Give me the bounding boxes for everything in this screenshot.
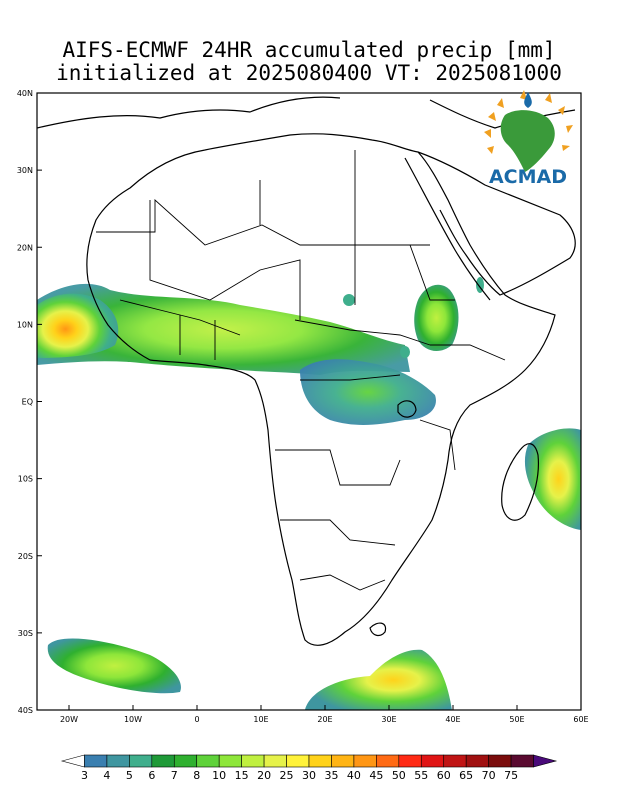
lat-tick-label: 30S: [18, 629, 33, 638]
colorbar-label: 30: [302, 769, 316, 782]
colorbar-swatch: [488, 754, 512, 768]
logo-sun-rays-icon: [484, 90, 573, 154]
colorbar-label: 15: [235, 769, 249, 782]
lon-tick-label: 10E: [253, 715, 268, 724]
colorbar-swatch: [331, 754, 355, 768]
colorbar-label: 20: [257, 769, 271, 782]
colorbar-label: 40: [347, 769, 361, 782]
colorbar-swatch: [263, 754, 287, 768]
colorbar-label: 55: [414, 769, 428, 782]
map-axes: 20W 10W 0 10E 20E 30E 40E 50E 60E 40N 30N 20N 10N EQ 1…: [17, 89, 589, 724]
colorbar-swatch: [196, 754, 220, 768]
colorbar-label: 5: [126, 769, 133, 782]
colorbar-swatch: [353, 754, 377, 768]
colorbar-swatch: [241, 754, 265, 768]
lon-tick-label: 50E: [509, 715, 524, 724]
colorbar-label: 65: [459, 769, 473, 782]
lat-tick-label: 30N: [17, 166, 33, 175]
colorbar-label: 10: [212, 769, 226, 782]
lat-tick-label: EQ: [22, 398, 33, 407]
logo-africa-icon: [500, 110, 555, 172]
colorbar-swatch: [218, 754, 242, 768]
colorbar-label: 75: [504, 769, 518, 782]
colorbar-swatch: [84, 754, 108, 768]
colorbar-swatch: [60, 754, 85, 768]
lon-tick-label: 10W: [124, 715, 142, 724]
lat-tick-label: 40N: [17, 89, 33, 98]
colorbar-swatch: [443, 754, 467, 768]
lat-tick-label: 20S: [18, 552, 33, 561]
colorbar-label: 8: [193, 769, 200, 782]
map-title-line2: initialized at 2025080400 VT: 2025081000: [56, 61, 562, 85]
colorbar-label: 70: [482, 769, 496, 782]
precip-congo: [300, 359, 436, 425]
precip-cell: [343, 294, 355, 306]
colorbar-label: 50: [392, 769, 406, 782]
logo-text: ACMAD: [489, 166, 567, 188]
logo-drop-icon: [524, 92, 532, 108]
colorbar-swatch: [106, 754, 130, 768]
map-title-line1: AIFS-ECMWF 24HR accumulated precip [mm]: [62, 38, 556, 62]
colorbar-label: 45: [369, 769, 383, 782]
precip-indian-ocean: [524, 428, 581, 530]
colorbar-swatch: [308, 754, 332, 768]
colorbar-swatch: [398, 754, 422, 768]
colorbar-swatch: [420, 754, 445, 768]
lon-tick-label: 20W: [60, 715, 78, 724]
precip-south-atlantic: [47, 638, 181, 694]
colorbar-swatch: [129, 754, 153, 768]
lat-tick-label: 10S: [18, 475, 33, 484]
precip-max-guinea: [37, 293, 119, 358]
colorbar-label: 4: [103, 769, 110, 782]
lat-tick-label: 40S: [18, 706, 33, 715]
lat-tick-label: 10N: [17, 320, 33, 329]
colorbar-swatch: [286, 754, 310, 768]
colorbar-label: 60: [437, 769, 451, 782]
colorbar-swatch: [151, 754, 175, 768]
colorbar: 3 4 5 6 7 8 10 15 20 25 30 35 40 45 50 55 60 65 70 75: [60, 754, 558, 782]
precip-cell: [400, 346, 410, 358]
precip-shading: [37, 277, 581, 710]
lat-tick-label: 20N: [17, 243, 33, 252]
colorbar-label: 35: [324, 769, 338, 782]
lon-tick-label: 30E: [381, 715, 396, 724]
colorbar-label: 7: [171, 769, 178, 782]
acmad-logo: ACMAD: [484, 90, 573, 188]
lon-tick-label: 40E: [445, 715, 460, 724]
precip-ethiopia: [414, 284, 459, 352]
lon-tick-label: 0: [194, 715, 199, 724]
lon-tick-label: 20E: [317, 715, 332, 724]
colorbar-label: 6: [148, 769, 155, 782]
coastlines: [37, 96, 576, 646]
colorbar-swatch: [533, 754, 558, 768]
country-borders: [96, 150, 506, 591]
precip-band-sahel: [37, 283, 410, 375]
colorbar-swatch: [510, 754, 534, 768]
colorbar-swatch: [173, 754, 198, 768]
precip-south-africa-coast: [305, 649, 452, 710]
colorbar-swatch: [376, 754, 400, 768]
lon-tick-label: 60E: [573, 715, 588, 724]
colorbar-swatch: [465, 754, 489, 768]
colorbar-label: 3: [81, 769, 88, 782]
colorbar-label: 25: [280, 769, 294, 782]
